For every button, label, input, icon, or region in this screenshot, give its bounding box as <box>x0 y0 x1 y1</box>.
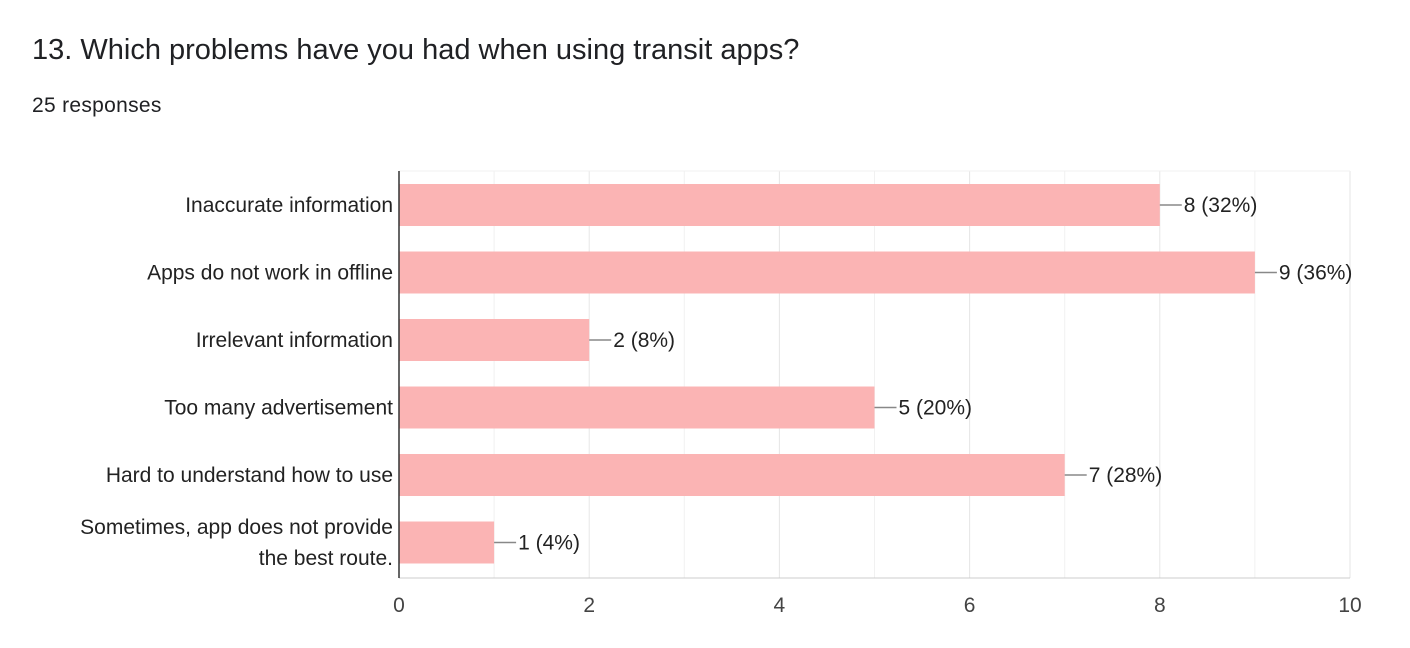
x-tick-label: 8 <box>1154 594 1166 617</box>
data-label: 9 (36%) <box>1279 262 1353 285</box>
data-label: 2 (8%) <box>613 329 675 352</box>
data-label: 5 (20%) <box>899 397 973 420</box>
category-label: Too many advertisement <box>164 397 393 420</box>
category-label: Irrelevant information <box>196 329 393 352</box>
bar <box>399 386 875 429</box>
x-tick-label: 0 <box>393 594 405 617</box>
data-label: 8 (32%) <box>1184 194 1258 217</box>
question-title: 13. Which problems have you had when usi… <box>32 34 800 66</box>
data-label: 7 (28%) <box>1089 464 1163 487</box>
category-label: Sometimes, app does not provide <box>80 516 393 539</box>
data-label: 1 (4%) <box>518 532 580 555</box>
response-count: 25 responses <box>32 94 162 117</box>
bar <box>399 454 1065 496</box>
x-tick-label: 10 <box>1338 594 1361 617</box>
x-tick-label: 4 <box>774 594 786 617</box>
category-label: Apps do not work in offline <box>147 262 393 285</box>
category-label: the best route. <box>259 547 393 570</box>
bar <box>399 319 590 361</box>
bar <box>399 251 1255 294</box>
x-tick-label: 6 <box>964 594 976 617</box>
bar <box>399 184 1160 226</box>
category-label: Hard to understand how to use <box>106 464 393 487</box>
category-label: Inaccurate information <box>185 194 393 217</box>
x-tick-label: 2 <box>583 594 595 617</box>
bar <box>399 521 495 564</box>
